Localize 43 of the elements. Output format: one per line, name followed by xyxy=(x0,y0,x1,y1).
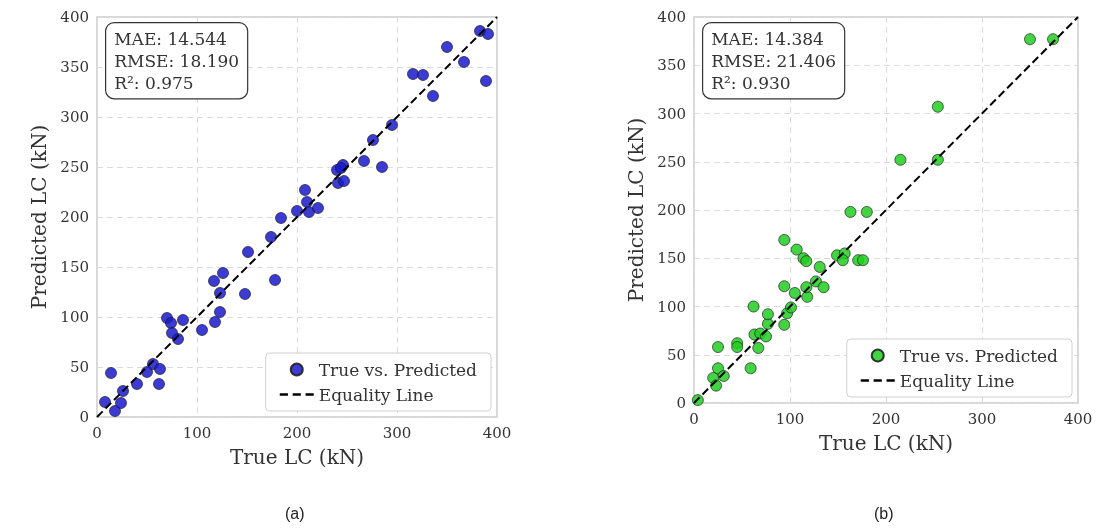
legend-label: Equality Line xyxy=(318,384,434,405)
y-tick-label: 350 xyxy=(60,58,89,76)
y-tick-label: 100 xyxy=(60,308,89,326)
annotation: MAE: 14.544 xyxy=(114,29,227,50)
x-axis-title: True LC (kN) xyxy=(229,445,365,469)
x-tick-label: 100 xyxy=(182,423,212,442)
legend-label: Equality Line xyxy=(899,370,1015,391)
legend-label: True vs. Predicted xyxy=(318,359,478,380)
y-tick-label: 350 xyxy=(657,56,686,75)
y-axis-title: Predicted LC (kN) xyxy=(27,124,52,310)
y-tick-label: 400 xyxy=(60,8,89,26)
text: (b) xyxy=(874,504,894,522)
y-tick-label: 50 xyxy=(69,358,89,376)
y-tick-label: 100 xyxy=(657,297,686,316)
x-tick-label: 300 xyxy=(382,423,412,442)
x-tick-label: 400 xyxy=(1063,409,1093,428)
y-tick-label: 150 xyxy=(60,258,89,276)
y-tick-label: 250 xyxy=(657,152,686,171)
y-tick-label: 300 xyxy=(657,104,686,123)
y-tick-label: 250 xyxy=(60,158,89,176)
x-tick-label: 300 xyxy=(967,409,997,428)
annotation: RMSE: 18.190 xyxy=(114,51,240,72)
x-tick-label: 200 xyxy=(282,423,312,442)
text: (a) xyxy=(285,504,305,522)
y-tick-label: 50 xyxy=(666,345,686,364)
x-tick-label: 400 xyxy=(482,423,512,442)
annotation: MAE: 14.384 xyxy=(711,29,824,50)
annotation: R²: 0.975 xyxy=(114,73,194,94)
y-tick-label: 200 xyxy=(60,208,89,226)
x-tick-label: 0 xyxy=(92,423,102,442)
x-tick-label: 100 xyxy=(775,409,805,428)
x-tick-label: 0 xyxy=(689,409,699,428)
legend-label: True vs. Predicted xyxy=(899,345,1059,366)
y-tick-label: 400 xyxy=(657,8,686,26)
y-tick-label: 150 xyxy=(657,249,686,268)
x-axis-title: True LC (kN) xyxy=(818,431,954,455)
annotation: RMSE: 21.406 xyxy=(711,51,837,72)
y-axis-title: Predicted LC (kN) xyxy=(624,117,649,303)
y-tick-label: 200 xyxy=(657,201,686,219)
y-tick-label: 300 xyxy=(60,108,89,126)
y-tick-label: 0 xyxy=(676,394,686,412)
annotation: R²: 0.930 xyxy=(711,73,791,94)
x-tick-label: 200 xyxy=(871,409,901,428)
